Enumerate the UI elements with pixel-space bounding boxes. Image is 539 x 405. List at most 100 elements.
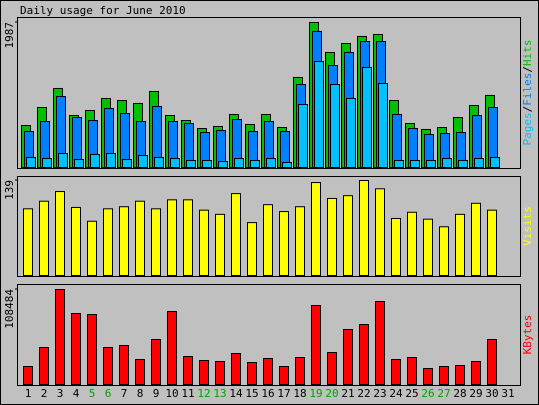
- x-tick-label: 27: [437, 387, 450, 400]
- x-tick-label: 2: [41, 387, 48, 400]
- y-tick-label: 108484: [3, 289, 16, 329]
- x-tick-label: 18: [293, 387, 306, 400]
- bar: [282, 161, 292, 169]
- bar: [314, 61, 324, 168]
- bar: [378, 82, 388, 168]
- x-tick-label: 7: [121, 387, 128, 400]
- x-tick-label: 28: [453, 387, 466, 400]
- bar: [39, 347, 49, 386]
- bar: [215, 361, 225, 385]
- bar: [295, 206, 305, 276]
- bar: [279, 211, 289, 276]
- x-tick-label: 20: [325, 387, 338, 400]
- x-tick-label: 21: [341, 387, 354, 400]
- bar: [23, 208, 33, 276]
- bar: [410, 159, 420, 168]
- legend-entry: KBytes: [521, 315, 534, 355]
- bar: [391, 359, 401, 385]
- bar: [39, 200, 49, 276]
- bar: [343, 195, 353, 276]
- bar: [202, 159, 212, 168]
- x-tick-label: 15: [245, 387, 258, 400]
- bar: [119, 206, 129, 276]
- x-tick-label: 23: [373, 387, 386, 400]
- bar: [263, 358, 273, 386]
- bar: [295, 357, 305, 386]
- bar: [87, 220, 97, 276]
- bar: [90, 153, 100, 168]
- legend: Pages/Files/Hits: [521, 40, 534, 146]
- bar: [58, 153, 68, 169]
- bar: [199, 209, 209, 276]
- bar: [103, 208, 113, 276]
- bar: [122, 159, 132, 169]
- bar: [138, 154, 148, 168]
- bar: [26, 156, 36, 169]
- bar: [359, 180, 369, 276]
- bar: [23, 366, 33, 386]
- bar: [151, 339, 161, 386]
- bar: [266, 158, 276, 169]
- chart-title: Daily usage for June 2010: [20, 4, 186, 17]
- bar: [71, 206, 81, 277]
- bar: [407, 357, 417, 386]
- legend-separator: /: [521, 66, 534, 73]
- bar: [135, 200, 145, 276]
- x-tick-label: 12: [197, 387, 210, 400]
- x-tick-label: 9: [153, 387, 160, 400]
- x-tick-label: 13: [213, 387, 226, 400]
- bar: [183, 199, 193, 277]
- bar: [135, 359, 145, 385]
- legend-entry: Hits: [521, 40, 534, 67]
- bar: [170, 158, 180, 169]
- bar: [250, 159, 260, 168]
- bar: [87, 314, 97, 386]
- bar: [458, 159, 468, 168]
- bar: [330, 84, 340, 168]
- legend-separator: /: [521, 106, 534, 113]
- legend: Visits: [521, 206, 534, 246]
- bar: [375, 188, 385, 276]
- legend-entry: Pages: [521, 112, 534, 145]
- bar: [471, 202, 481, 276]
- bar: [167, 311, 177, 385]
- bar: [71, 313, 81, 385]
- x-tick-label: 16: [261, 387, 274, 400]
- bar: [103, 347, 113, 386]
- bar: [439, 226, 449, 276]
- bar: [311, 182, 321, 276]
- bar: [186, 159, 196, 168]
- bar: [199, 360, 209, 385]
- bar: [327, 197, 337, 276]
- x-tick-label: 29: [469, 387, 482, 400]
- bar: [218, 161, 228, 168]
- bar: [55, 191, 65, 276]
- x-tick-label: 5: [89, 387, 96, 400]
- bar: [231, 353, 241, 386]
- x-tick-label: 14: [229, 387, 243, 400]
- bar: [151, 208, 161, 276]
- bar: [394, 159, 404, 168]
- legend-entry: Files: [521, 73, 534, 106]
- bar: [487, 339, 497, 386]
- bar: [154, 156, 164, 169]
- bar: [247, 362, 257, 386]
- bar: [231, 193, 241, 276]
- x-tick-label: 31: [501, 387, 514, 400]
- bar: [423, 368, 433, 386]
- x-tick-label: 26: [421, 387, 434, 400]
- bar: [426, 159, 436, 168]
- x-tick-label: 25: [405, 387, 418, 400]
- bar: [471, 361, 481, 385]
- bar: [362, 66, 372, 168]
- bar: [183, 356, 193, 385]
- x-tick-label: 3: [57, 387, 64, 400]
- x-tick-label: 8: [137, 387, 144, 400]
- bar: [298, 104, 308, 168]
- x-tick-label: 19: [309, 387, 322, 400]
- x-tick-label: 6: [105, 387, 112, 400]
- bar: [423, 218, 433, 276]
- bar: [263, 204, 273, 277]
- bar: [490, 156, 500, 169]
